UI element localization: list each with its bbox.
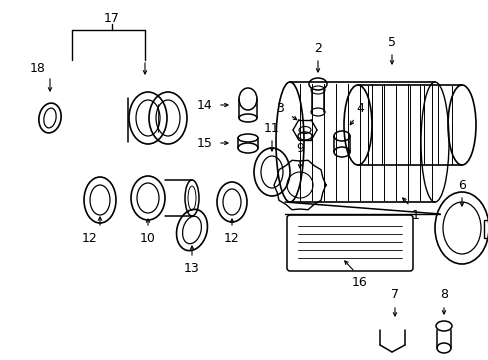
Text: 6: 6: [457, 179, 465, 192]
Text: 12: 12: [224, 231, 240, 244]
Text: 14: 14: [197, 99, 212, 112]
Text: 7: 7: [390, 288, 398, 302]
Text: 12: 12: [82, 231, 98, 244]
Text: 4: 4: [355, 102, 363, 114]
Text: 1: 1: [411, 208, 419, 221]
Text: 2: 2: [313, 41, 321, 54]
Text: 3: 3: [276, 102, 284, 114]
Text: 16: 16: [351, 275, 367, 288]
Text: 17: 17: [104, 12, 120, 24]
Text: 8: 8: [439, 288, 447, 302]
Text: 5: 5: [387, 36, 395, 49]
Text: 15: 15: [197, 136, 212, 149]
Text: 9: 9: [295, 141, 304, 154]
Text: 13: 13: [184, 261, 200, 274]
Text: 18: 18: [30, 62, 46, 75]
Text: 10: 10: [140, 231, 156, 244]
Bar: [483, 220, 488, 238]
Text: 11: 11: [264, 122, 279, 135]
